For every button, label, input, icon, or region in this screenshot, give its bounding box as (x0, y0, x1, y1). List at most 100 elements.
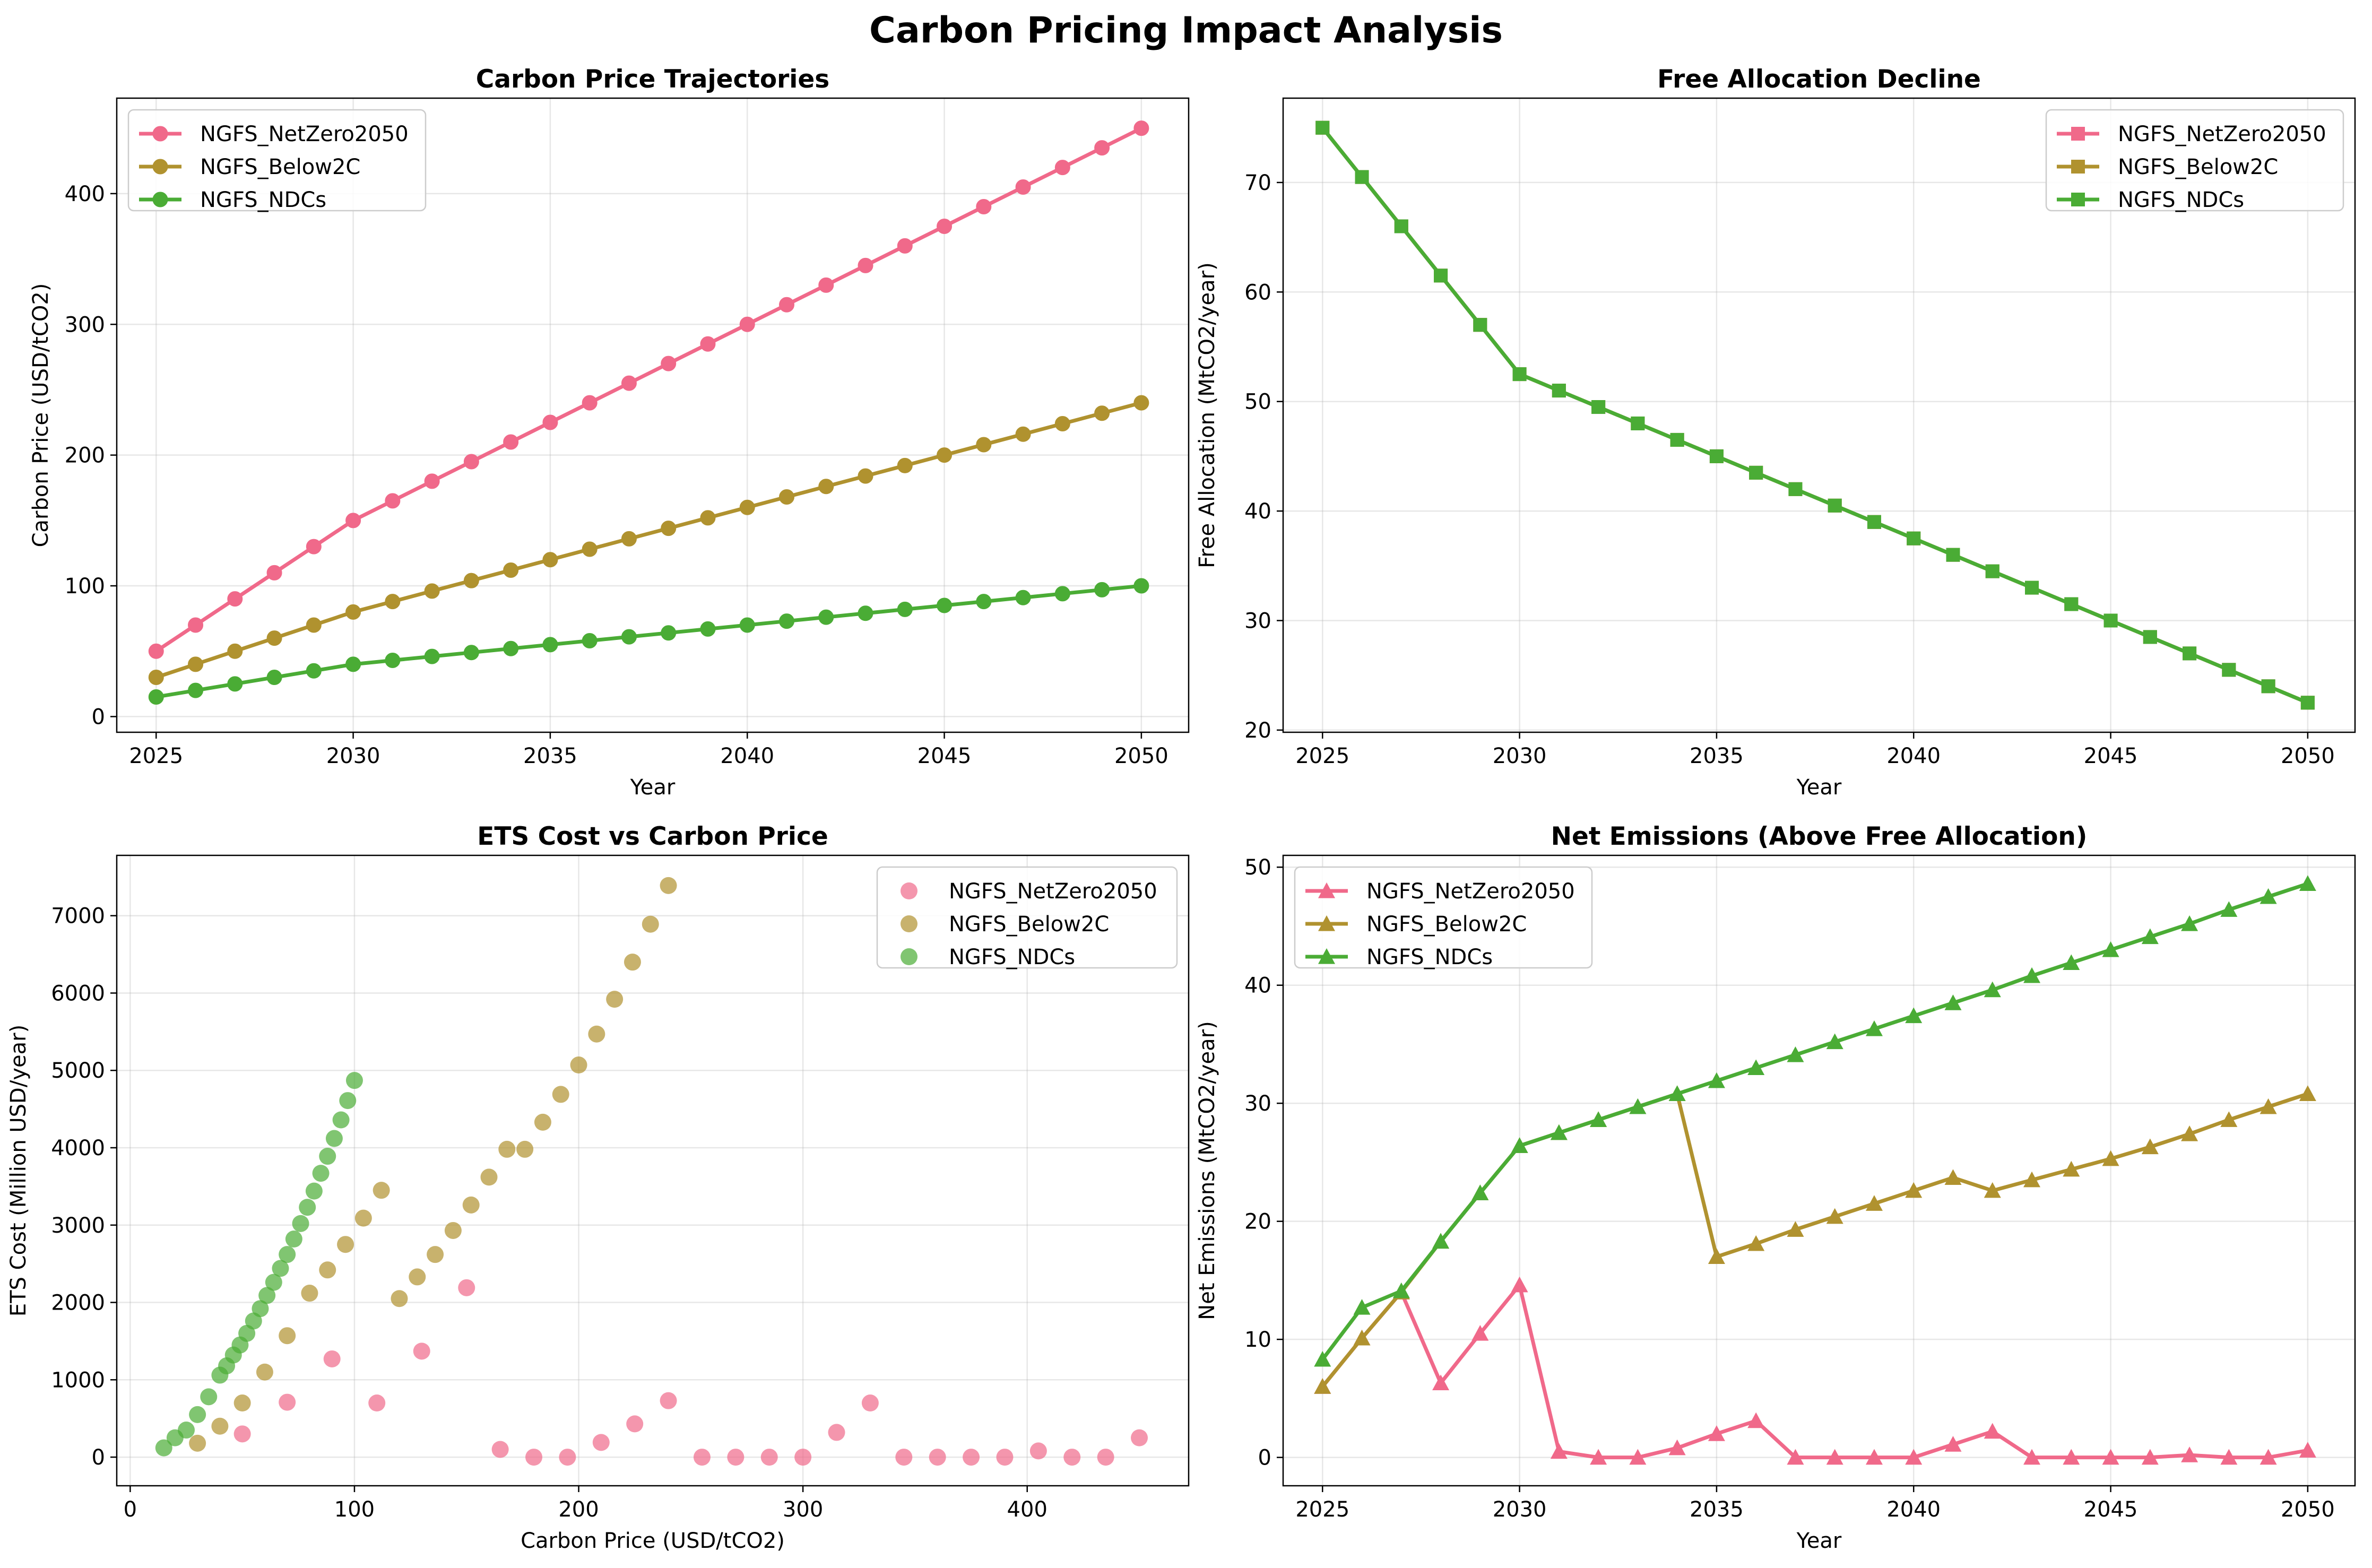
point-ngfs-below2c (1015, 426, 1031, 442)
point-ngfs-netzero2050 (463, 454, 479, 470)
point-ngfs-ndcs (2023, 967, 2041, 983)
y-tick-label: 40 (1244, 499, 1271, 524)
legend-marker-ngfs-ndcs (2071, 193, 2085, 206)
y-tick-label: 50 (1244, 390, 1271, 414)
point-ngfs-below2c (2181, 1125, 2198, 1141)
point-ngfs-ndcs (385, 652, 401, 668)
point-ngfs-ndcs (1985, 564, 1999, 578)
panel-free-allocation-decline: 2025 2030 2035 2040 2045 2050203040506070Free… (1195, 65, 2356, 800)
point-ngfs-below2c (2102, 1150, 2119, 1166)
point-ngfs-netzero2050 (1668, 1439, 1686, 1456)
point-ngfs-netzero2050 (779, 297, 794, 313)
point-ngfs-ndcs (1828, 498, 1842, 513)
point-ngfs-ndcs (292, 1215, 309, 1232)
x-tick-label: 2045 (2084, 1497, 2138, 1522)
panel-title: ETS Cost vs Carbon Price (477, 822, 828, 851)
point-ngfs-ndcs (2063, 954, 2080, 971)
panel-title: Free Allocation Decline (1657, 65, 1981, 94)
point-ngfs-below2c (2260, 1098, 2277, 1114)
point-ngfs-netzero2050 (582, 395, 598, 411)
x-tick-label: 2035 (1690, 744, 1744, 768)
point-ngfs-netzero2050 (503, 434, 519, 450)
point-ngfs-ndcs (339, 1092, 357, 1110)
point-ngfs-netzero2050 (996, 1449, 1014, 1466)
x-tick-label: 2035 (523, 744, 577, 768)
point-ngfs-below2c (444, 1222, 462, 1239)
point-ngfs-netzero2050 (1826, 1449, 1843, 1465)
point-ngfs-netzero2050 (693, 1449, 711, 1466)
y-tick-label: 30 (1244, 609, 1271, 633)
point-ngfs-netzero2050 (2102, 1449, 2119, 1465)
series-line-ngfs-ndcs (1321, 882, 2308, 1361)
point-ngfs-ndcs (463, 645, 479, 661)
point-ngfs-below2c (211, 1417, 229, 1435)
point-ngfs-ndcs (779, 613, 794, 629)
point-ngfs-netzero2050 (626, 1415, 644, 1433)
point-ngfs-ndcs (1788, 482, 1803, 496)
legend-marker-ngfs-below2c (1318, 915, 1335, 931)
x-tick-label: 2045 (2084, 744, 2138, 768)
point-ngfs-below2c (2023, 1171, 2041, 1188)
point-ngfs-netzero2050 (188, 617, 204, 633)
point-ngfs-ndcs (1984, 981, 2001, 998)
point-ngfs-netzero2050 (1787, 1449, 1804, 1465)
point-ngfs-ndcs (1668, 1085, 1686, 1101)
legend-marker-ngfs-ndcs (901, 948, 917, 965)
point-ngfs-ndcs (1392, 1282, 1410, 1298)
point-ngfs-ndcs (1473, 318, 1487, 332)
legend: NGFS_NetZero2050 NGFS_Below2C NGFS_NDCs (1294, 866, 1593, 969)
point-ngfs-below2c (516, 1140, 534, 1158)
point-ngfs-below2c (345, 604, 361, 620)
point-ngfs-below2c (542, 552, 558, 568)
point-ngfs-ndcs (1787, 1046, 1804, 1062)
point-ngfs-ndcs (1631, 416, 1645, 430)
point-ngfs-ndcs (1471, 1184, 1489, 1200)
point-ngfs-netzero2050 (1984, 1423, 2001, 1439)
point-ngfs-below2c (588, 1025, 605, 1043)
y-tick-label: 300 (65, 313, 105, 337)
plot-area (148, 120, 1149, 705)
point-ngfs-ndcs (305, 1182, 323, 1200)
point-ngfs-ndcs (2025, 581, 2039, 595)
x-tick-label: 2050 (2281, 744, 2335, 768)
x-axis-label: Carbon Price (USD/tCO2) (521, 1529, 785, 1553)
point-ngfs-netzero2050 (897, 238, 913, 254)
point-ngfs-below2c (642, 915, 659, 933)
point-ngfs-ndcs (1355, 170, 1369, 184)
panel-title: Net Emissions (Above Free Allocation) (1551, 822, 2088, 851)
y-tick-label: 7000 (51, 904, 105, 929)
point-ngfs-netzero2050 (266, 565, 282, 581)
point-ngfs-netzero2050 (2023, 1449, 2041, 1465)
legend-marker-ngfs-netzero2050 (1318, 882, 1335, 898)
point-ngfs-ndcs (937, 597, 953, 613)
x-tick-label: 2030 (1493, 744, 1547, 768)
x-tick-label: 2040 (1886, 1497, 1941, 1522)
point-ngfs-ndcs (1552, 384, 1566, 398)
legend-marker-ngfs-ndcs (152, 192, 168, 207)
point-ngfs-ndcs (258, 1287, 276, 1304)
figure-title: Carbon Pricing Impact Analysis (869, 10, 1503, 51)
y-tick-label: 200 (65, 444, 105, 468)
point-ngfs-ndcs (148, 689, 164, 705)
legend-marker-ngfs-netzero2050 (901, 882, 917, 899)
x-tick-label: 0 (124, 1497, 137, 1522)
point-ngfs-netzero2050 (1094, 140, 1110, 156)
point-ngfs-netzero2050 (976, 199, 992, 215)
x-axis-label: Year (1796, 1529, 1842, 1553)
point-ngfs-below2c (1905, 1182, 1923, 1198)
point-ngfs-netzero2050 (2260, 1449, 2277, 1465)
point-ngfs-below2c (503, 562, 519, 578)
point-ngfs-netzero2050 (794, 1449, 812, 1466)
point-ngfs-below2c (337, 1236, 354, 1253)
point-ngfs-netzero2050 (227, 591, 243, 607)
point-ngfs-netzero2050 (818, 277, 834, 293)
y-tick-label: 20 (1244, 1210, 1271, 1234)
legend-box (127, 109, 427, 212)
point-ngfs-netzero2050 (323, 1350, 341, 1367)
y-tick-label: 2000 (51, 1291, 105, 1315)
point-ngfs-below2c (233, 1394, 251, 1412)
legend-label-ngfs-below2c: NGFS_Below2C (949, 912, 1109, 937)
point-ngfs-ndcs (1867, 515, 1881, 529)
x-axis-label: Year (1796, 775, 1842, 800)
point-ngfs-ndcs (976, 594, 992, 610)
